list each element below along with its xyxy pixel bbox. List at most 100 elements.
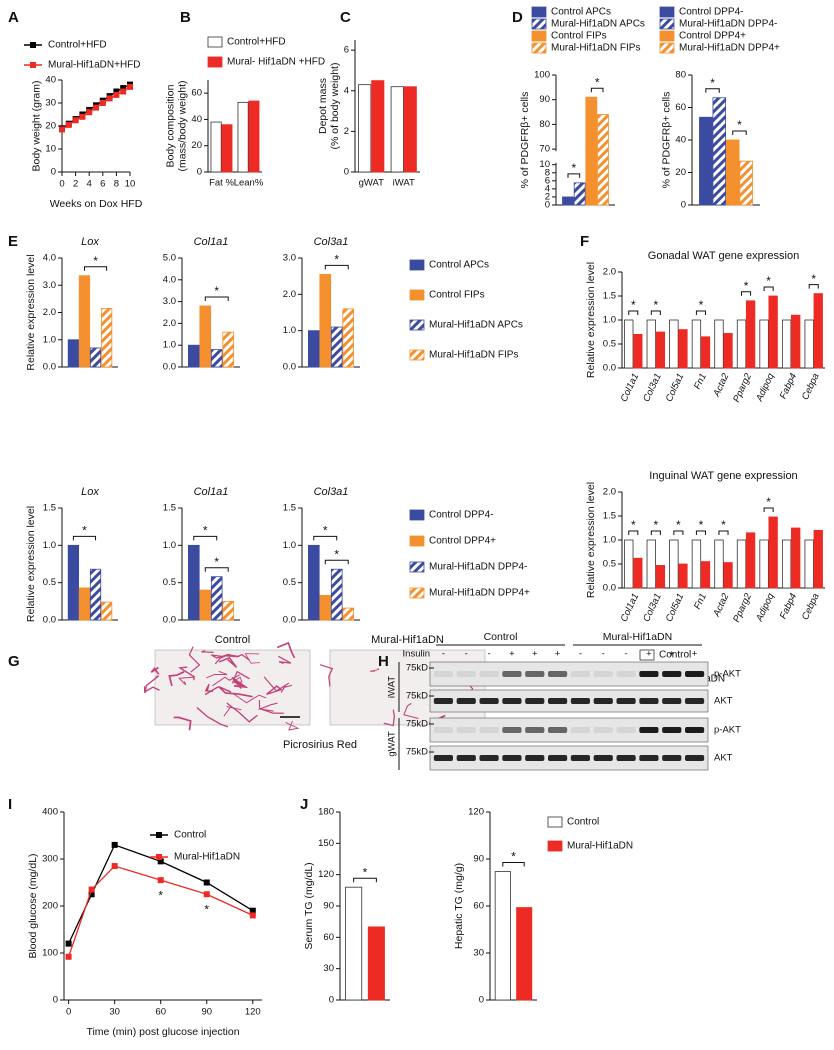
x-tick-label: 2 <box>73 179 78 190</box>
y-tick-label: 2.0 <box>43 307 56 318</box>
collagen-fiber <box>258 699 284 714</box>
image-title: Control <box>215 634 250 646</box>
x-tick-label: 60 <box>155 1007 166 1018</box>
significance-bracket <box>83 266 108 271</box>
point <box>120 88 127 95</box>
bar <box>745 300 756 369</box>
x-tick-label: Col3a1 <box>641 592 664 624</box>
bar <box>669 539 679 589</box>
blot-band <box>616 727 636 733</box>
legend-swatch <box>409 561 425 573</box>
bar <box>791 527 801 589</box>
x-tick-label: iWAT <box>393 178 415 189</box>
band-label: p-AKT <box>714 669 741 680</box>
y-tick-label: 0.0 <box>163 362 176 373</box>
y-tick-label: 6 <box>545 175 550 186</box>
group-label: Control <box>484 631 518 643</box>
lane-label: + <box>555 649 561 660</box>
bar <box>307 330 320 368</box>
significance-label: * <box>334 253 339 267</box>
significance-label: * <box>699 518 704 532</box>
collagen-fiber <box>201 650 214 653</box>
series-line <box>67 865 254 957</box>
significance-label: * <box>710 76 715 90</box>
legend-label: Control APCs <box>429 260 489 271</box>
blot-band <box>525 727 545 733</box>
significance-label: * <box>93 254 98 268</box>
blot-band <box>593 671 613 677</box>
significance-label: * <box>631 298 636 312</box>
x-tick-label: Col1a1 <box>619 592 642 624</box>
legend-label: Control+HFD <box>48 40 107 51</box>
bar <box>342 308 355 368</box>
y-tick-label: 0 <box>545 200 550 211</box>
bar <box>633 557 643 589</box>
legend-label: Control FIPs <box>551 31 607 42</box>
x-tick-label: Col5a1 <box>664 592 687 624</box>
bar <box>768 516 778 589</box>
lane-label: + <box>509 649 515 660</box>
point <box>88 891 95 898</box>
x-tick-label: Cebpa <box>800 372 822 402</box>
y-tick-label: 80 <box>539 119 550 130</box>
y-tick-label: 2.0 <box>603 487 616 498</box>
bar <box>723 333 733 369</box>
x-tick-label: Cebpa <box>800 592 822 622</box>
legend-swatch <box>409 319 425 331</box>
bar <box>89 347 102 368</box>
bar <box>700 336 711 369</box>
y-tick-label: 0.5 <box>603 339 616 350</box>
y-axis-label: (mass/body weight) <box>177 80 189 171</box>
y-tick-label: 80 <box>675 70 686 81</box>
blot-band <box>433 727 454 733</box>
y-axis-label: Blood glucose (mg/dL) <box>27 853 39 958</box>
x-tick-label: Acta2 <box>711 371 732 399</box>
bar <box>759 539 769 589</box>
y-tick-label: 2 <box>344 126 349 137</box>
y-tick-label: 70 <box>539 144 550 155</box>
bar <box>78 587 91 621</box>
collagen-fiber <box>231 676 243 684</box>
legend-label: Control DPP4+ <box>429 536 496 547</box>
bar <box>646 319 656 369</box>
bar <box>736 319 747 369</box>
x-tick-label: 8 <box>114 179 119 190</box>
bar <box>597 114 609 206</box>
legend-label: Control DPP4- <box>679 7 743 18</box>
y-tick-label: 1.0 <box>43 334 56 345</box>
marker-label: 75kD <box>406 663 428 674</box>
bar <box>342 607 355 621</box>
legend-swatch <box>531 18 547 30</box>
panel-label: J <box>300 796 308 813</box>
collagen-fiber <box>280 684 293 693</box>
blot-band <box>616 755 636 761</box>
point <box>157 858 164 865</box>
point <box>99 100 106 106</box>
significance-label: * <box>721 518 726 532</box>
bar <box>791 314 801 369</box>
chart-title: Col3a1 <box>314 486 349 498</box>
bar <box>199 305 212 368</box>
blot-band <box>662 671 682 677</box>
bar <box>330 326 343 368</box>
blot-band <box>547 671 568 677</box>
significance-label: * <box>82 524 87 538</box>
y-tick-label: 0.5 <box>283 577 296 588</box>
y-tick-label: 1.5 <box>43 503 56 514</box>
y-tick-label: 40 <box>191 114 202 125</box>
blot-band <box>684 755 705 761</box>
x-tick-label: Adipoq <box>754 591 777 624</box>
y-tick-label: 1.0 <box>603 315 616 326</box>
significance-label: * <box>214 555 219 569</box>
bar <box>187 544 200 621</box>
legend-swatch <box>659 42 675 54</box>
collagen-fiber <box>144 675 160 694</box>
bar <box>248 100 260 173</box>
y-tick-label: 0 <box>344 167 349 178</box>
x-tick-label: Adipoq <box>754 371 777 404</box>
treatment-label: Insulin <box>403 649 430 660</box>
y-tick-label: 60 <box>675 102 686 113</box>
point <box>249 907 256 914</box>
bar <box>222 600 235 621</box>
y-tick-label: 90 <box>473 854 484 865</box>
